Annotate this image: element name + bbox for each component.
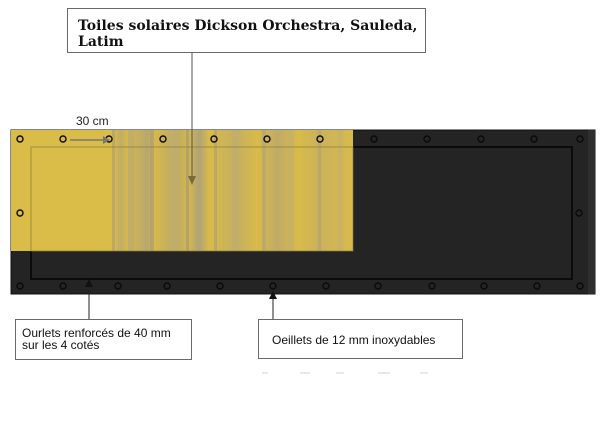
eyelet-leader-arrow [269,291,277,299]
hems-callout-line1: Ourlets renforcés de 40 mm [22,326,171,340]
eyelets-callout: Oeillets de 12 mm inoxydables [258,319,463,359]
title-callout: Toiles solaires Dickson Orchestra, Saule… [67,8,426,53]
eyelets-callout-text: Oeillets de 12 mm inoxydables [272,333,436,347]
faint-artifact [262,372,428,374]
fabric-swatch [11,130,353,251]
hem-leader-arrow [85,279,93,287]
hems-callout: Ourlets renforcés de 40 mm sur les 4 cot… [15,319,192,360]
dimension-arrow-head [103,136,110,144]
panel-edge-right [588,130,595,294]
title-leader-arrow [188,176,196,185]
fabric-stripes [112,130,343,251]
diagram-title: Toiles solaires Dickson Orchestra, Saule… [78,18,418,50]
hems-callout-line2: sur les 4 cotés [22,338,100,352]
dimension-label: 30 cm [76,114,109,128]
